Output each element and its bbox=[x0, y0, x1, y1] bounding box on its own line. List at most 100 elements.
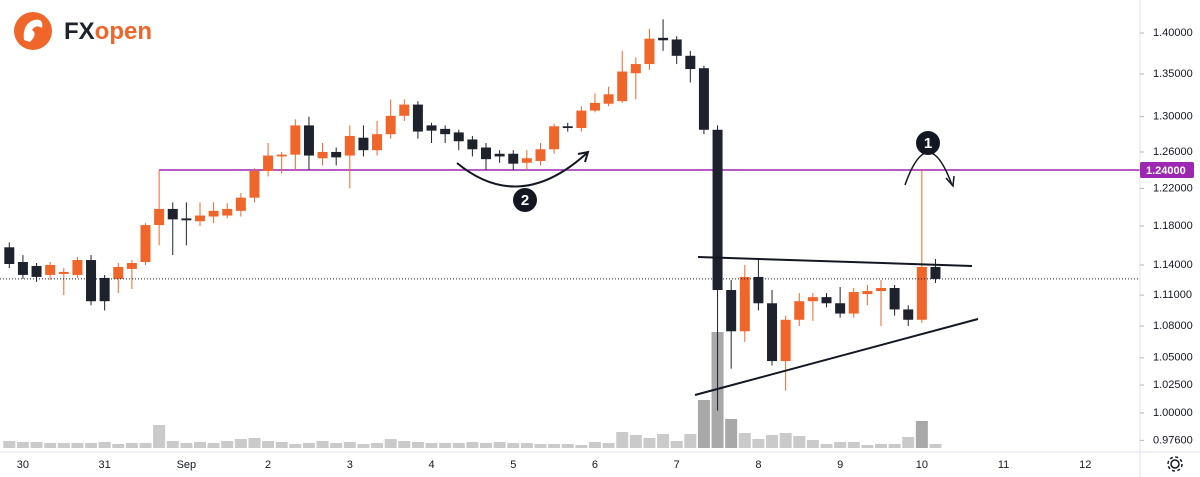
volume-bar bbox=[561, 444, 574, 448]
marker bbox=[916, 131, 940, 155]
candle-body bbox=[862, 291, 873, 295]
logo-open: open bbox=[95, 18, 152, 45]
volume-bar bbox=[507, 443, 520, 448]
candle-body bbox=[562, 126, 573, 129]
curve-arrow bbox=[456, 151, 589, 188]
candle-body bbox=[521, 158, 532, 163]
volume-bar bbox=[16, 442, 29, 448]
volume-bar bbox=[316, 441, 329, 448]
volume-bar bbox=[725, 419, 738, 448]
volume-bar bbox=[411, 442, 424, 448]
price-label-box bbox=[1140, 162, 1194, 179]
y-tick-label: 1.11000 bbox=[1153, 289, 1192, 301]
volume-bar bbox=[85, 443, 98, 448]
volume-bar bbox=[534, 444, 547, 448]
x-tick-label: 12 bbox=[1079, 459, 1091, 471]
y-tick-label: 1.08000 bbox=[1153, 320, 1193, 332]
candle-body bbox=[358, 137, 369, 151]
volume-bar bbox=[657, 434, 670, 448]
volume-bar bbox=[752, 439, 765, 448]
candle-body bbox=[508, 153, 519, 164]
volume-bar bbox=[112, 444, 125, 448]
candle-body bbox=[848, 292, 859, 314]
volume-bar bbox=[234, 439, 247, 448]
volume-bar bbox=[248, 438, 261, 448]
candle-body bbox=[58, 271, 69, 274]
x-tick-label: 5 bbox=[510, 459, 516, 471]
y-tick-label: 1.40000 bbox=[1153, 27, 1193, 39]
candle-body bbox=[385, 115, 396, 135]
candle-body bbox=[86, 260, 97, 302]
volume-bar bbox=[221, 441, 234, 448]
volume-bar bbox=[289, 444, 302, 448]
volume-bar bbox=[520, 443, 533, 448]
volume-bar bbox=[588, 442, 601, 448]
logo-fx: FX bbox=[64, 18, 95, 45]
volume-bar bbox=[57, 443, 70, 448]
candle-body bbox=[630, 64, 641, 74]
y-tick-label: 1.26000 bbox=[1153, 146, 1193, 158]
candle-body bbox=[916, 266, 927, 320]
candle-layer bbox=[0, 19, 1140, 411]
volume-bar bbox=[766, 435, 779, 448]
marker-label: 1 bbox=[924, 135, 932, 152]
arrow-head bbox=[577, 150, 590, 163]
candle-body bbox=[317, 151, 328, 159]
x-tick-label: 7 bbox=[674, 459, 680, 471]
y-tick-label: 0.97600 bbox=[1153, 434, 1193, 446]
volume-bar bbox=[806, 440, 819, 448]
volume-bar bbox=[616, 432, 629, 448]
y-tick-label: 1.05000 bbox=[1153, 352, 1193, 364]
x-tick-label: 2 bbox=[265, 459, 271, 471]
candle-body bbox=[113, 266, 124, 279]
candle-body bbox=[794, 301, 805, 320]
candle-body bbox=[276, 154, 287, 157]
candle-body bbox=[780, 319, 791, 362]
candle-body bbox=[263, 155, 274, 171]
settings-icon[interactable] bbox=[1167, 456, 1183, 472]
x-tick-label: 31 bbox=[99, 459, 111, 471]
volume-bar bbox=[371, 443, 384, 448]
volume-bar bbox=[888, 444, 901, 448]
candle-body bbox=[72, 260, 83, 275]
y-tick-label: 1.02500 bbox=[1153, 379, 1193, 391]
candle-body bbox=[644, 38, 655, 65]
candle-body bbox=[535, 149, 546, 161]
candle-body bbox=[303, 125, 314, 156]
arrow-head bbox=[945, 175, 955, 188]
price-axis bbox=[1140, 0, 1200, 477]
time-axis bbox=[0, 452, 1200, 477]
volume-bar bbox=[902, 437, 915, 448]
candle-body bbox=[167, 208, 178, 220]
candle-body bbox=[698, 68, 709, 130]
volume-bar bbox=[98, 442, 111, 448]
candle-body bbox=[222, 208, 233, 216]
x-tick-label: 3 bbox=[347, 459, 353, 471]
candle-body bbox=[194, 215, 205, 222]
price-label: 1.24000 bbox=[1146, 165, 1186, 177]
volume-bar bbox=[575, 445, 588, 448]
volume-bar bbox=[3, 441, 16, 448]
volume-bar bbox=[384, 439, 397, 448]
candle-body bbox=[344, 135, 355, 156]
candle-body bbox=[875, 287, 886, 292]
volume-bar bbox=[330, 443, 343, 448]
volume-bar bbox=[684, 434, 697, 448]
candle-body bbox=[399, 104, 410, 116]
volume-bar bbox=[820, 444, 833, 448]
volume-bar bbox=[697, 400, 710, 448]
candle-body bbox=[99, 277, 110, 302]
x-tick-label: 11 bbox=[998, 459, 1009, 471]
volume-bar bbox=[847, 442, 860, 448]
volume-bar bbox=[398, 441, 411, 448]
triangle-lower bbox=[694, 318, 979, 396]
x-tick-label: Sep bbox=[177, 459, 197, 471]
candle-body bbox=[807, 297, 818, 302]
x-tick-label: 6 bbox=[592, 459, 598, 471]
volume-bar bbox=[180, 443, 193, 448]
volume-bar bbox=[480, 443, 493, 448]
volume-bar bbox=[602, 443, 615, 448]
candle-body bbox=[440, 128, 451, 135]
volume-bar bbox=[834, 442, 847, 448]
